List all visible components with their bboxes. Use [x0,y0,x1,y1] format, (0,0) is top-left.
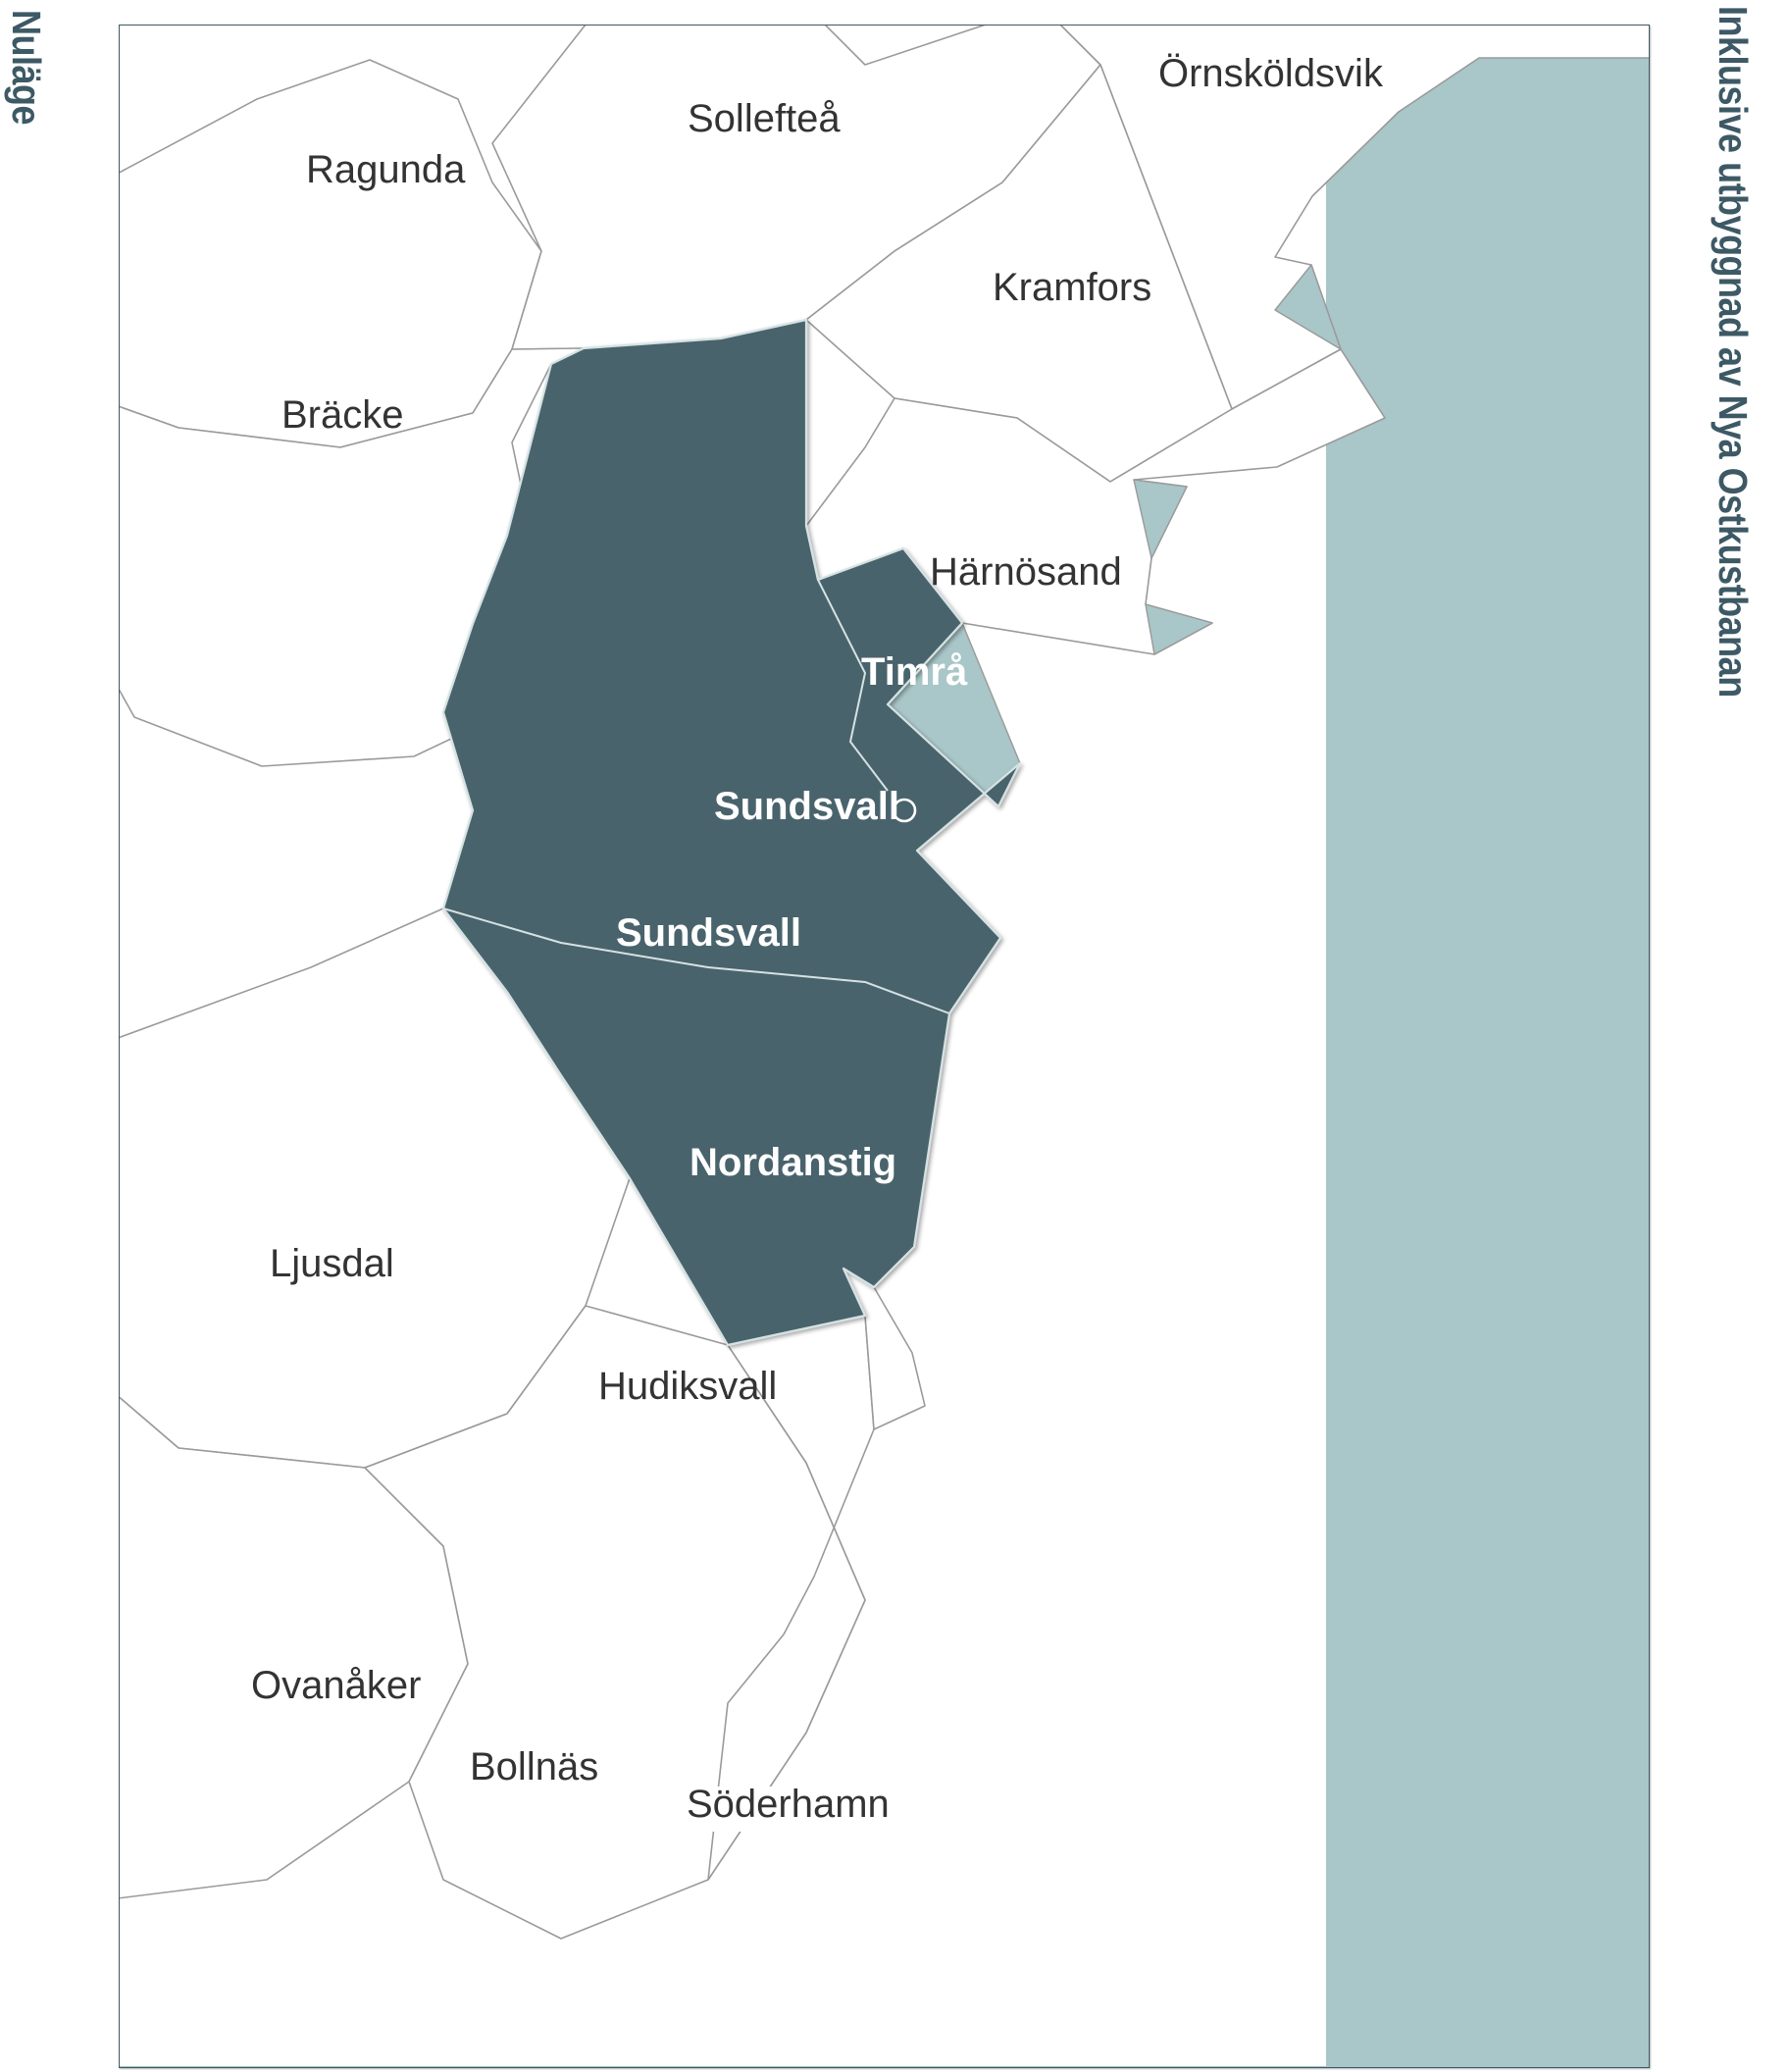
svg-text:Sundsvall: Sundsvall [714,785,899,828]
svg-text:Kramfors: Kramfors [993,266,1151,309]
svg-text:Bollnäs: Bollnäs [470,1745,598,1788]
svg-text:Ragunda: Ragunda [306,148,466,191]
svg-text:Ljusdal: Ljusdal [270,1242,394,1285]
svg-text:Bräcke: Bräcke [281,393,404,437]
svg-text:Söderhamn: Söderhamn [687,1783,890,1826]
svg-text:Ovanåker: Ovanåker [251,1664,421,1707]
svg-text:Hudiksvall: Hudiksvall [598,1365,777,1408]
svg-text:Sundsvall: Sundsvall [616,911,801,955]
svg-text:Örnsköldsvik: Örnsköldsvik [1158,52,1384,95]
svg-text:Nordanstig: Nordanstig [690,1141,896,1184]
svg-text:Sollefteå: Sollefteå [688,97,841,140]
svg-text:Timrå: Timrå [861,650,968,694]
svg-text:Härnösand: Härnösand [930,550,1122,594]
